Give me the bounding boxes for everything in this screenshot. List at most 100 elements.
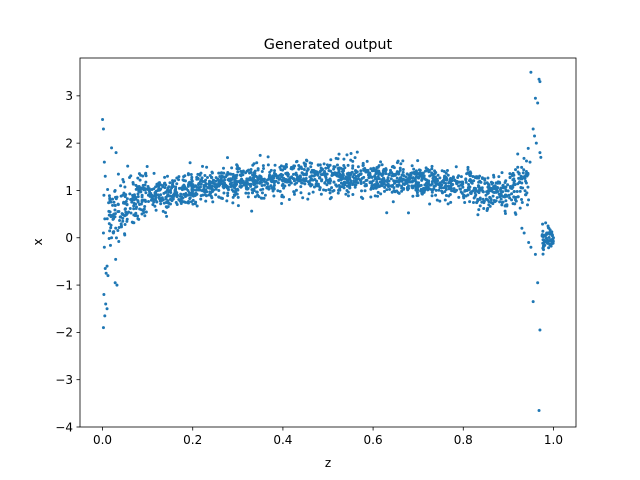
data-point [222, 175, 226, 179]
data-point [322, 172, 326, 176]
data-point [125, 219, 129, 223]
data-point [253, 195, 257, 199]
data-point [338, 175, 342, 179]
data-point [163, 175, 167, 179]
data-point [121, 193, 125, 197]
data-point [468, 185, 472, 189]
data-point [101, 127, 105, 131]
data-point [401, 177, 405, 181]
data-point [497, 192, 501, 196]
data-point [527, 198, 531, 202]
data-point [336, 157, 340, 161]
data-point [438, 199, 442, 203]
data-point [307, 181, 311, 185]
data-point [381, 170, 385, 174]
data-point [434, 193, 438, 197]
data-point [482, 206, 486, 210]
data-point [312, 185, 316, 189]
data-point [306, 167, 310, 171]
data-point [102, 160, 106, 164]
data-point [166, 186, 170, 190]
data-point [191, 183, 195, 187]
data-point [144, 210, 148, 214]
data-point [154, 185, 158, 189]
data-point [551, 236, 555, 240]
data-point [527, 241, 531, 244]
data-point [406, 188, 410, 192]
data-point [547, 236, 551, 239]
data-point [542, 238, 546, 242]
data-point [348, 183, 352, 187]
data-point [222, 191, 226, 195]
data-point [235, 179, 239, 183]
data-point [226, 194, 230, 198]
y-tick-label: −2 [55, 326, 73, 340]
data-point [444, 171, 448, 175]
x-tick-label: 0.8 [454, 433, 473, 447]
data-point [363, 189, 367, 193]
data-point [144, 180, 148, 184]
data-point [136, 214, 139, 218]
data-point [309, 184, 313, 188]
data-point [328, 163, 332, 167]
data-point [348, 171, 352, 175]
data-point [119, 215, 123, 219]
data-point [411, 176, 415, 180]
data-point [349, 152, 353, 156]
data-point [536, 101, 540, 105]
data-point [123, 222, 127, 226]
data-point [316, 172, 320, 176]
data-point [214, 179, 218, 183]
data-point [480, 176, 484, 180]
data-point [249, 170, 253, 174]
data-point [322, 188, 326, 192]
data-point [319, 166, 323, 170]
data-point [146, 199, 150, 203]
data-point [332, 167, 336, 171]
data-point [487, 188, 491, 192]
data-point [259, 196, 263, 200]
data-point [199, 171, 203, 175]
data-point [244, 191, 248, 195]
data-point [307, 192, 311, 196]
data-point [534, 141, 538, 145]
data-point [311, 190, 315, 194]
data-point [430, 173, 434, 177]
data-point [265, 178, 269, 182]
y-tick-label: 2 [65, 136, 73, 150]
data-point [237, 167, 241, 171]
data-point [250, 209, 254, 213]
data-point [469, 179, 473, 183]
data-point [384, 168, 388, 172]
data-point [147, 187, 151, 191]
data-point [153, 204, 157, 208]
data-point [392, 166, 396, 170]
data-point [385, 211, 389, 215]
data-point [550, 241, 554, 245]
data-point [240, 177, 244, 181]
data-point [369, 167, 373, 171]
data-point [410, 180, 414, 184]
data-point [123, 232, 127, 236]
data-point [356, 181, 360, 185]
data-point [125, 197, 129, 201]
data-point [154, 198, 157, 202]
data-point [444, 184, 448, 188]
data-point [265, 181, 269, 185]
data-point [276, 189, 280, 193]
data-point [255, 161, 259, 165]
data-point [407, 176, 411, 180]
data-point [481, 190, 485, 194]
data-point [508, 175, 512, 179]
data-point [128, 192, 132, 196]
data-point [446, 184, 450, 188]
data-point [478, 204, 482, 208]
data-point [140, 195, 144, 199]
y-axis-label: x [31, 238, 45, 245]
data-point [112, 215, 116, 219]
data-point [120, 212, 124, 216]
data-point [122, 180, 126, 184]
data-point [512, 190, 516, 194]
data-point [466, 167, 470, 171]
data-point [542, 241, 546, 244]
